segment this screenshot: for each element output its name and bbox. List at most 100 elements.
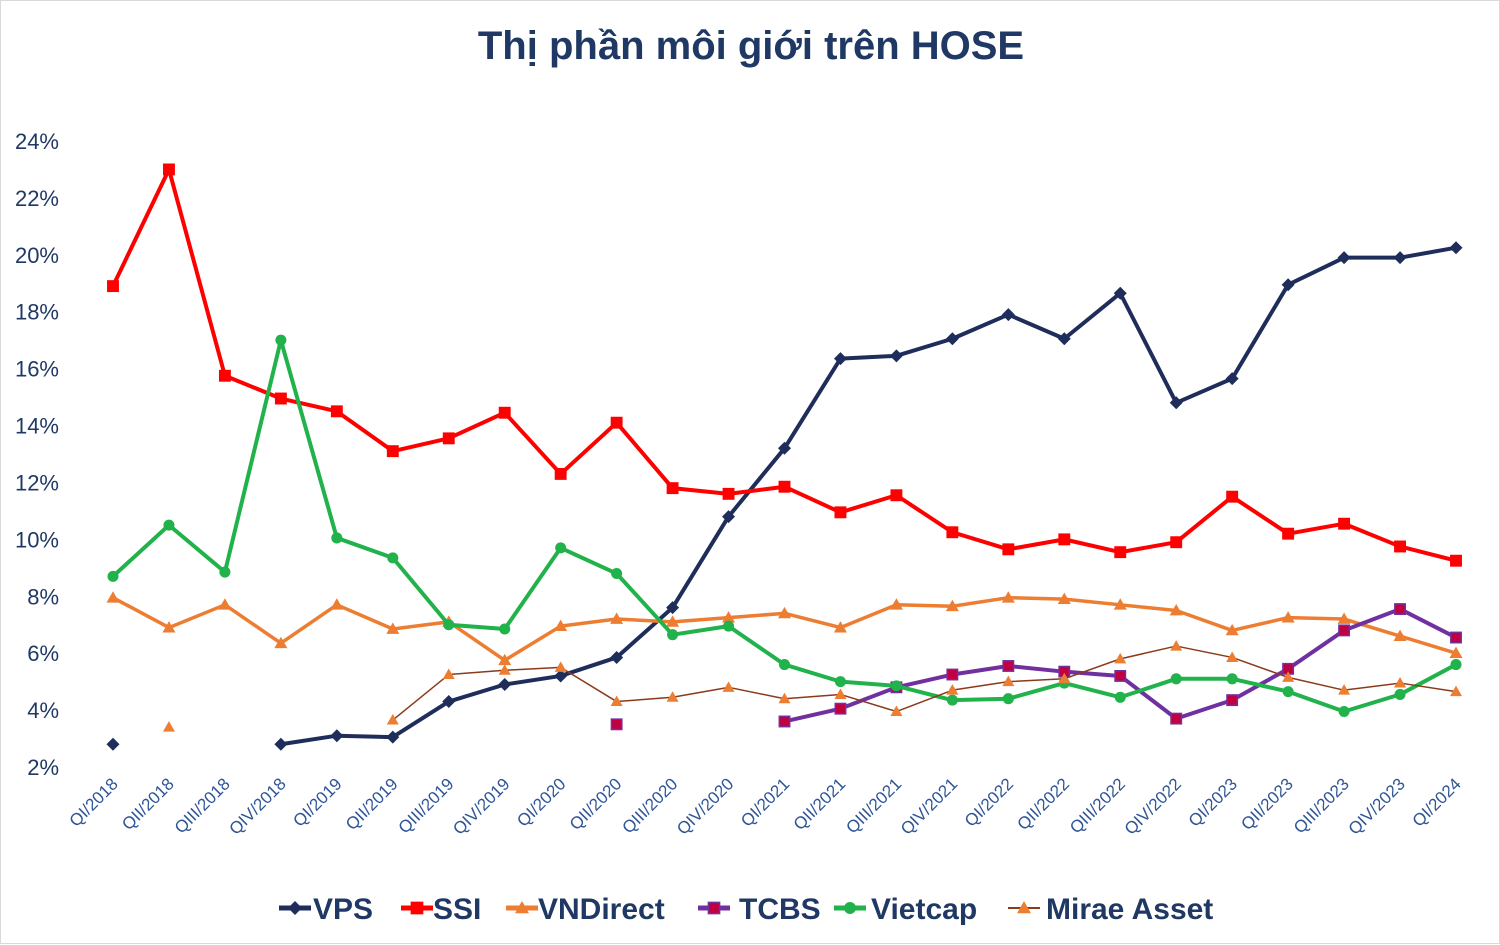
- series-vndirect: [106, 591, 1463, 666]
- data-point: [611, 567, 623, 580]
- data-point: [1225, 623, 1239, 636]
- plot-area: [106, 163, 1463, 751]
- data-point: [274, 636, 288, 649]
- data-point: [833, 352, 847, 366]
- data-point: [274, 392, 287, 405]
- data-point: [162, 721, 175, 732]
- data-point: [106, 591, 120, 603]
- x-tick-label: QII/2018: [118, 774, 178, 834]
- x-tick-label: QI/2021: [737, 774, 793, 830]
- data-point: [889, 598, 903, 610]
- x-tick-label: QIV/2022: [1121, 774, 1185, 838]
- data-point: [890, 680, 902, 692]
- series-vietcap: [107, 334, 1462, 718]
- data-point: [1450, 631, 1462, 644]
- data-point: [107, 280, 119, 293]
- data-point: [554, 661, 567, 672]
- chart-title: Thị phần môi giới trên HOSE: [478, 24, 1024, 68]
- data-point: [330, 405, 343, 418]
- data-point: [330, 598, 344, 610]
- data-point: [1169, 396, 1183, 410]
- x-tick-label: QI/2020: [513, 774, 569, 830]
- legend-marker: [515, 901, 529, 914]
- legend-label: Mirae Asset: [1046, 893, 1213, 926]
- data-point: [834, 506, 847, 519]
- data-point: [722, 510, 736, 524]
- data-point: [1281, 278, 1295, 292]
- legend-marker: [288, 901, 302, 915]
- data-point: [1225, 372, 1239, 386]
- data-point: [107, 570, 119, 582]
- y-tick-label: 18%: [15, 300, 59, 325]
- data-point: [778, 441, 791, 455]
- legend-item-mirae-asset: Mirae Asset: [1008, 893, 1213, 926]
- data-point: [666, 482, 679, 495]
- x-tick-label: QII/2021: [790, 774, 850, 834]
- data-point: [778, 606, 791, 619]
- x-tick-label: QII/2020: [566, 774, 626, 834]
- x-tick-label: QIII/2021: [842, 774, 905, 837]
- data-point: [666, 601, 680, 615]
- data-point: [1114, 546, 1127, 559]
- data-point: [1001, 591, 1015, 603]
- data-point: [218, 598, 232, 610]
- series-mirae-asset: [162, 640, 1462, 732]
- legend-item-vps: VPS: [279, 893, 373, 926]
- data-point: [386, 622, 400, 634]
- x-tick-label: QIII/2022: [1066, 774, 1129, 837]
- x-tick-label: QI/2019: [289, 774, 345, 830]
- series-line: [278, 245, 1458, 747]
- data-point: [666, 615, 680, 627]
- data-point: [778, 659, 791, 671]
- data-point: [1114, 669, 1127, 682]
- data-point: [1002, 693, 1014, 705]
- y-tick-label: 6%: [27, 641, 59, 666]
- data-point: [554, 467, 567, 480]
- data-point: [1338, 517, 1351, 530]
- data-point: [889, 349, 903, 363]
- x-tick-label: QII/2023: [1237, 774, 1297, 834]
- legend-item-tcbs: TCBS: [698, 893, 821, 926]
- y-tick-label: 4%: [27, 698, 59, 723]
- y-tick-label: 16%: [15, 357, 59, 382]
- data-point: [1449, 241, 1463, 255]
- data-point: [219, 566, 231, 578]
- data-point: [778, 715, 791, 728]
- data-point: [1338, 624, 1351, 637]
- legend-item-vndirect: VNDirect: [506, 893, 665, 926]
- series-line: [392, 645, 1457, 721]
- data-point: [722, 611, 736, 623]
- legend-label: VNDirect: [538, 893, 665, 926]
- data-point: [1394, 688, 1406, 700]
- data-point: [1057, 332, 1071, 346]
- data-point: [1169, 604, 1183, 616]
- data-point: [1114, 691, 1126, 703]
- y-tick-label: 24%: [15, 129, 59, 154]
- data-point: [1450, 685, 1462, 697]
- x-tick-label: QIII/2023: [1290, 774, 1353, 837]
- series-tcbs: [610, 603, 1462, 731]
- data-point: [610, 612, 624, 624]
- series-vps: [106, 241, 1463, 751]
- data-point: [555, 542, 567, 554]
- data-point: [1337, 251, 1351, 265]
- data-point: [1282, 671, 1295, 682]
- data-point: [946, 694, 958, 706]
- x-tick-label: QIV/2020: [673, 774, 737, 838]
- y-tick-label: 22%: [15, 186, 59, 211]
- data-point: [275, 334, 287, 346]
- data-point: [554, 619, 568, 632]
- series-line: [111, 338, 1458, 714]
- data-point: [946, 526, 959, 539]
- data-point: [218, 369, 231, 382]
- data-point: [106, 737, 120, 751]
- data-point: [1114, 652, 1127, 664]
- y-tick-label: 8%: [27, 584, 59, 609]
- data-point: [443, 619, 455, 631]
- y-tick-label: 2%: [27, 755, 59, 780]
- data-point: [1226, 673, 1238, 685]
- legend-marker: [410, 901, 424, 915]
- data-point: [1449, 646, 1463, 659]
- data-point: [610, 416, 623, 429]
- data-point: [610, 695, 623, 707]
